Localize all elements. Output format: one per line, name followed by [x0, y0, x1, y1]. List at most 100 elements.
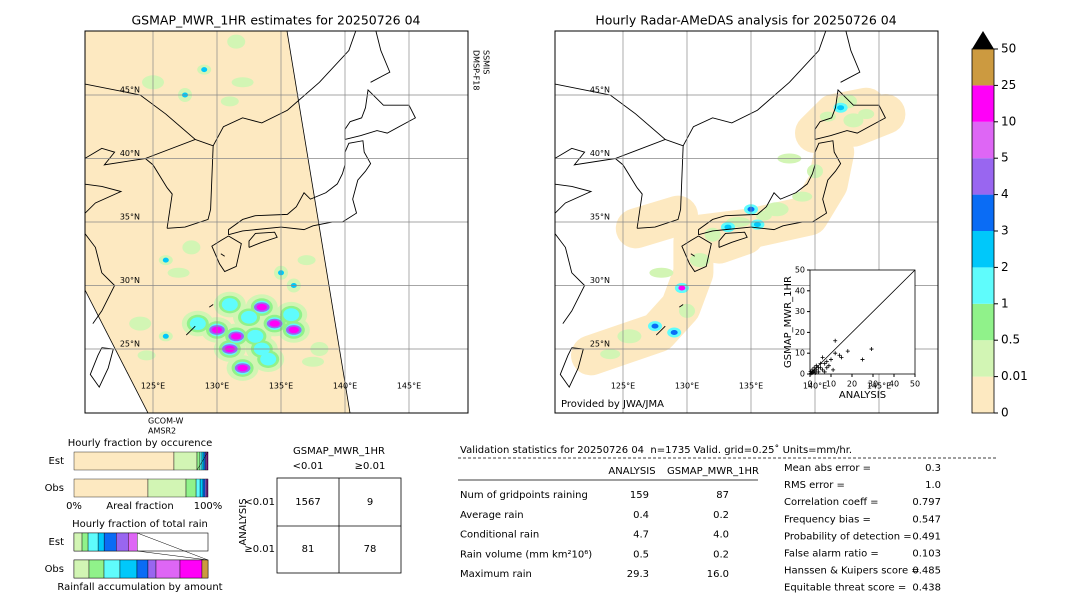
scatter-point: [869, 347, 874, 352]
rain-area: [724, 224, 732, 230]
scatter-point: [814, 363, 819, 368]
coastline: [718, 231, 748, 248]
rain-area: [162, 257, 169, 263]
y-axis-label: GSMAP_MWR_1HR: [783, 276, 794, 368]
stat-label: Num of gridpoints raining: [460, 490, 588, 501]
stat-value: 0.2: [713, 549, 729, 560]
lon-label: 130°E: [205, 382, 229, 391]
one-to-one-line: [809, 269, 916, 375]
score-value: 0.438: [912, 583, 941, 594]
table-cell: 78: [364, 544, 377, 555]
colorbar-segment: [972, 231, 994, 268]
scatter-point: [808, 369, 813, 374]
bar-segment: [97, 532, 105, 552]
column-label: ≥0.01: [355, 461, 386, 472]
x-tick-label: 0: [807, 380, 812, 389]
bar-segment: [185, 478, 197, 498]
colorbar-segment: [972, 194, 994, 231]
row-label: ≥0.01: [244, 544, 275, 555]
rain-area: [269, 320, 280, 327]
table-cell: 81: [302, 544, 315, 555]
table-cell: 9: [367, 497, 373, 508]
scatter-point: [813, 370, 818, 375]
colorbar-label: 0.5: [1001, 333, 1020, 347]
scatter-point: [826, 363, 831, 368]
coastline: [344, 88, 416, 140]
lon-label: 145°E: [867, 382, 891, 391]
coastline: [840, 31, 861, 83]
rain-area: [704, 227, 721, 242]
score-value: 0.797: [912, 497, 941, 508]
scatter-point: [812, 365, 817, 370]
lon-label: 125°E: [141, 382, 165, 391]
score-label: RMS error =: [784, 480, 845, 491]
rain-area: [792, 191, 813, 202]
scatter-point: [833, 338, 838, 343]
connector: [137, 532, 209, 561]
coastline: [85, 147, 146, 324]
rain-area: [755, 210, 772, 221]
score-label: Hanssen & Kuipers score =: [784, 566, 920, 577]
lat-label: 45°N: [590, 86, 610, 95]
chart-title: Hourly fraction of total rain: [72, 519, 208, 530]
map-body: [555, 31, 938, 413]
x-tick-label: 20: [847, 380, 857, 389]
column-header: ANALYSIS: [608, 466, 655, 477]
rain-area: [678, 285, 686, 291]
map-frame: [84, 30, 469, 414]
scatter-point: [816, 365, 821, 370]
map-title: Hourly Radar-AMeDAS analysis for 2025072…: [595, 13, 896, 28]
stat-value: 0.2: [713, 510, 729, 521]
scatter-point: [816, 369, 821, 374]
stat-value: 29.3: [627, 569, 649, 580]
bar-segment: [207, 478, 209, 498]
colorbar-segment: [972, 121, 994, 159]
colorbar-label: 2: [1001, 260, 1009, 274]
x-tick-label: 30: [868, 380, 878, 389]
rain-area: [237, 364, 248, 372]
scatter-point: [860, 357, 865, 362]
stat-value: 87: [716, 490, 729, 501]
rain-area: [617, 329, 642, 344]
bar-segment: [179, 559, 203, 579]
lon-label: 140°E: [803, 382, 827, 391]
rain-area: [600, 349, 621, 360]
bar-segment: [73, 532, 83, 552]
column-label: <0.01: [293, 461, 324, 472]
rain-area: [220, 96, 239, 107]
bar-segment: [103, 559, 121, 579]
bar-segment: [147, 478, 187, 498]
rain-area: [201, 67, 208, 73]
lon-label: 125°E: [611, 382, 635, 391]
scatter-point: [820, 367, 825, 372]
rain-area: [858, 109, 875, 120]
rain-area: [137, 350, 156, 361]
rain-area: [231, 77, 254, 88]
coastline: [220, 253, 225, 257]
credit: Provided by JWA/JMA: [561, 399, 664, 410]
score-value: 0.485: [912, 566, 941, 577]
bar-segment: [207, 451, 209, 471]
lon-label: 135°E: [739, 382, 763, 391]
bar-segment: [199, 478, 204, 498]
bar-segment: [199, 451, 203, 471]
scatter-point: [829, 357, 833, 362]
rain-area: [302, 356, 324, 367]
x-tick-label: 50: [910, 380, 920, 389]
bar-segment: [195, 478, 201, 498]
scatter-point: [822, 361, 827, 366]
bar-segment: [147, 559, 157, 579]
lat-label: 35°N: [590, 213, 610, 222]
stat-value: 16.0: [707, 569, 729, 580]
coastline: [211, 235, 242, 273]
row-title: ANALYSIS: [238, 498, 249, 545]
bar-segment: [73, 451, 175, 471]
scatter-point: [837, 353, 842, 358]
rain-area: [227, 34, 246, 49]
colorbar-label: 5: [1001, 151, 1009, 165]
y-tick-label: 20: [795, 328, 805, 337]
rain-area: [819, 111, 836, 122]
map-body: [85, 31, 468, 413]
lat-label: 25°N: [120, 340, 140, 349]
